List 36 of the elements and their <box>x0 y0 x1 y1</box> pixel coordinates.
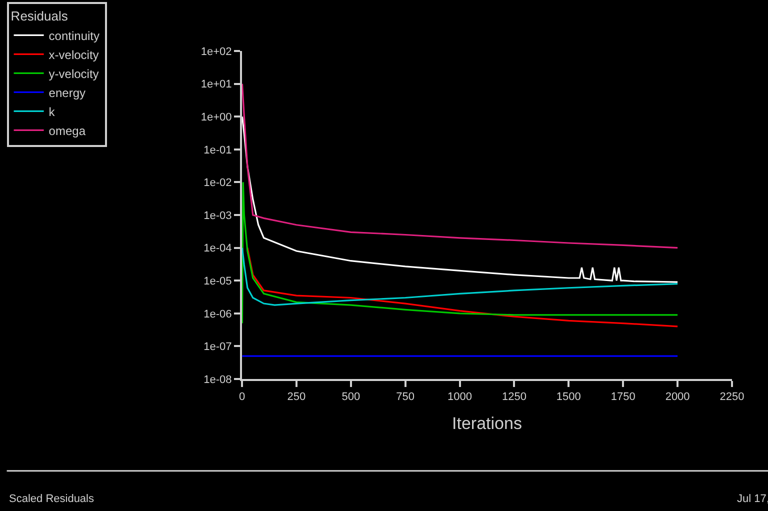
y-tick-label: 1e-01 <box>204 144 232 156</box>
y-tick-label: 1e-04 <box>204 242 232 255</box>
x-tick-label: 2250 <box>720 391 744 404</box>
y-tick-label: 1e+02 <box>200 46 232 58</box>
line-series <box>242 83 678 249</box>
line-series <box>242 181 678 324</box>
x-tick-label: 750 <box>396 391 415 404</box>
x-tick-label: 1000 <box>448 391 472 404</box>
line-series <box>242 247 678 306</box>
legend-label: omega <box>48 124 86 138</box>
y-tick-label: 1e-08 <box>204 374 232 386</box>
x-tick-label: 2000 <box>665 391 690 404</box>
legend-label: y-velocity <box>48 66 99 81</box>
x-tick-label: 1250 <box>502 391 526 404</box>
line-series <box>242 116 678 283</box>
x-tick-label: 1500 <box>556 391 581 404</box>
y-tick-label: 1e-06 <box>204 308 232 320</box>
y-tick-label: 1e+00 <box>200 111 232 124</box>
line-series <box>246 247 678 328</box>
x-tick-label: 0 <box>238 391 246 404</box>
x-tick-label: 1750 <box>610 391 636 404</box>
legend-label: energy <box>48 86 86 100</box>
y-tick-label: 1e+01 <box>200 78 232 91</box>
x-tick-label: 250 <box>287 391 306 404</box>
y-tick-label: 1e-02 <box>204 177 232 190</box>
legend-title: Residuals <box>10 8 68 24</box>
legend-label: x-velocity <box>48 48 99 62</box>
y-tick-label: 1e-07 <box>204 341 232 354</box>
x-tick-label: 500 <box>342 391 360 404</box>
x-axis-title: Iterations <box>452 414 522 434</box>
legend-label: k <box>48 104 56 119</box>
legend-label: continuity <box>48 28 100 43</box>
y-tick-label: 1e-05 <box>204 275 232 288</box>
text: Jul 17, <box>737 493 768 505</box>
y-tick-label: 1e-03 <box>204 210 232 222</box>
text: Scaled Residuals <box>9 493 94 505</box>
